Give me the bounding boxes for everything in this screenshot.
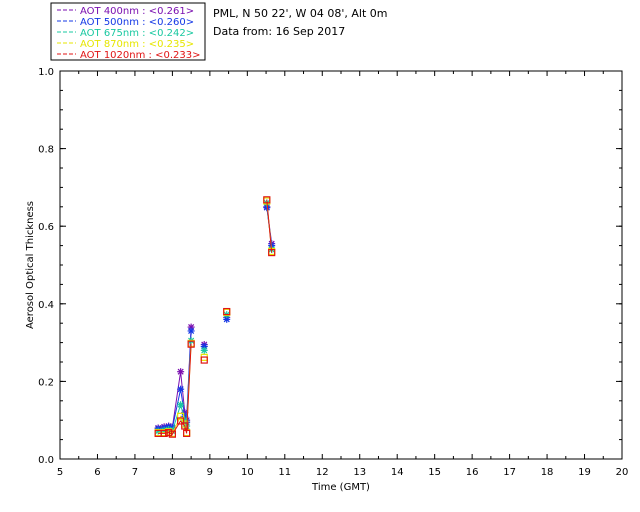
series <box>154 197 276 437</box>
x-tick-label: 16 <box>466 467 479 478</box>
x-tick-label: 9 <box>207 467 213 478</box>
x-tick-label: 20 <box>616 467 629 478</box>
legend-entry: AOT 400nm : <0.261> <box>80 6 194 17</box>
x-tick-label: 6 <box>94 467 100 478</box>
data-point <box>177 412 185 420</box>
x-tick-label: 10 <box>241 467 254 478</box>
y-tick-label: 1.0 <box>38 67 54 78</box>
data-point <box>187 340 195 348</box>
x-tick-label: 17 <box>503 467 516 478</box>
x-tick-label: 19 <box>578 467 591 478</box>
y-tick-label: 0.6 <box>38 222 54 233</box>
legend-entry: AOT 675nm : <0.242> <box>80 28 194 39</box>
y-tick-label: 0.2 <box>38 377 54 388</box>
data-point <box>187 327 195 335</box>
legend-entry: AOT 1020nm : <0.233> <box>80 50 200 61</box>
x-axis: 5 6 7 8 9 10 11 12 13 14 15 16 17 18 19 20 <box>57 71 629 478</box>
series <box>154 199 276 435</box>
data-point <box>177 401 185 409</box>
series <box>154 204 276 433</box>
y-axis-label: Aerosol Optical Thickness <box>25 201 36 329</box>
data-point <box>165 429 173 437</box>
data-point <box>181 422 189 430</box>
data-point <box>160 429 168 437</box>
series-line <box>158 344 192 435</box>
x-axis-label: Time (GMT) <box>311 482 370 493</box>
plot-frame <box>59 70 623 460</box>
y-tick-label: 0.0 <box>38 455 54 466</box>
data-point <box>268 248 276 257</box>
x-tick-label: 14 <box>391 467 404 478</box>
x-tick-label: 5 <box>57 467 63 478</box>
site-title: PML, N 50 22', W 04 08', Alt 0m <box>213 7 387 20</box>
x-tick-label: 18 <box>541 467 554 478</box>
y-tick-label: 0.8 <box>38 145 54 156</box>
data-point <box>200 346 208 354</box>
data-point <box>200 356 208 364</box>
legend-entry: AOT 870nm : <0.235> <box>80 39 194 50</box>
legend-entry: AOT 500nm : <0.260> <box>80 17 194 28</box>
series-layer <box>154 196 276 438</box>
x-tick-label: 13 <box>353 467 366 478</box>
data-point <box>177 417 185 425</box>
x-tick-label: 11 <box>278 467 291 478</box>
data-point <box>183 429 191 437</box>
y-tick-label: 0.4 <box>38 300 54 311</box>
x-tick-label: 15 <box>428 467 441 478</box>
series-line <box>266 199 273 253</box>
series <box>154 196 276 438</box>
legend: AOT 400nm : <0.261>AOT 500nm : <0.260>AO… <box>57 6 200 61</box>
x-tick-label: 8 <box>169 467 175 478</box>
data-point <box>223 307 231 316</box>
x-tick-label: 12 <box>316 467 329 478</box>
data-point <box>263 196 271 204</box>
y-axis: 0.0 0.2 0.4 0.6 0.8 1.0 <box>38 67 622 466</box>
legend-box <box>50 2 206 61</box>
x-tick-label: 7 <box>132 467 138 478</box>
data-point <box>168 430 176 438</box>
data-point <box>177 385 185 393</box>
series <box>154 203 276 432</box>
date-line: Data from: 16 Sep 2017 <box>213 25 345 38</box>
data-point <box>177 368 185 376</box>
